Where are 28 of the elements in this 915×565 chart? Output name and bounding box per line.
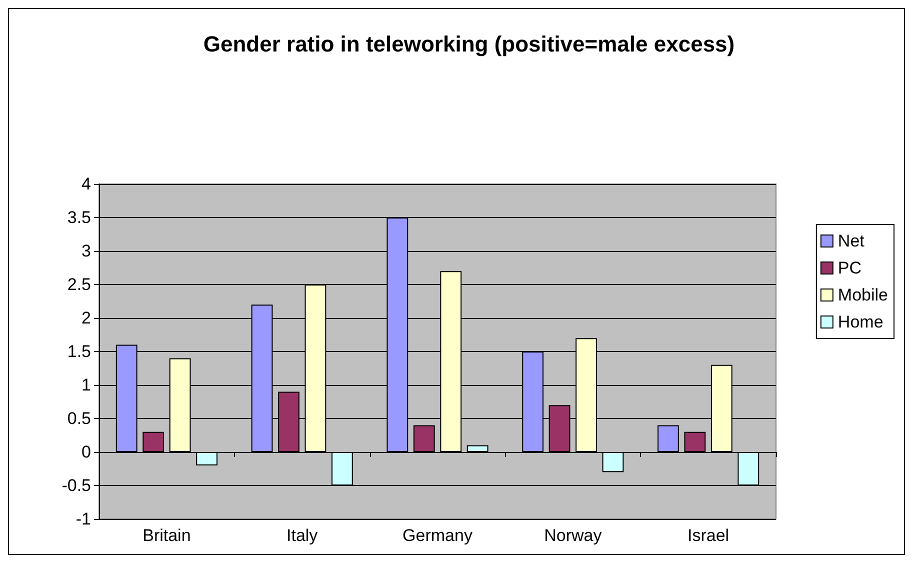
- y-tick-label: -0.5: [62, 476, 91, 495]
- y-tick-label: 2: [82, 308, 91, 328]
- y-tick-label: 1.5: [67, 342, 91, 361]
- y-tick-label: 3.5: [67, 208, 91, 227]
- y-tick-label: 1: [82, 376, 91, 394]
- bar: [602, 452, 624, 472]
- bar: [196, 452, 218, 466]
- legend-label: PC: [838, 258, 862, 278]
- y-tick-label: 4: [82, 174, 91, 194]
- legend-label: Home: [838, 312, 884, 332]
- y-tick-label: -1: [76, 510, 91, 528]
- x-tick-label: Norway: [544, 526, 602, 545]
- bar: [466, 445, 488, 452]
- x-tick-label: Israel: [688, 526, 730, 545]
- chart-title: Gender ratio in teleworking (positive=male excess): [203, 32, 735, 56]
- x-tick-label: Italy: [286, 526, 318, 545]
- legend-label: Mobile: [838, 286, 888, 304]
- x-tick-label: Britain: [142, 526, 191, 545]
- bar: [684, 432, 706, 452]
- y-tick-label: 0.5: [67, 409, 91, 428]
- bar: [658, 425, 679, 452]
- bar: [413, 425, 435, 452]
- y-tick-label: 0: [82, 442, 91, 462]
- y-tick-label: 2.5: [67, 275, 91, 294]
- bar: [142, 432, 164, 452]
- legend-label: Net: [838, 232, 865, 250]
- x-tick-label: Germany: [402, 526, 473, 545]
- y-tick-label: 3: [82, 242, 91, 260]
